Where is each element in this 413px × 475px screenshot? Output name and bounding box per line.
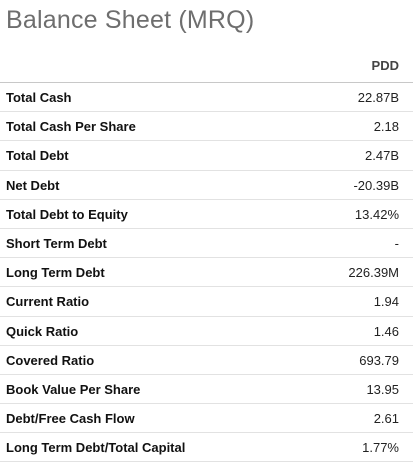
row-label: Net Debt [6, 177, 60, 193]
column-header-pdd: PDD [371, 58, 399, 73]
row-value: 1.46 [373, 323, 399, 339]
table-row: Total Cash 22.87B [0, 83, 413, 113]
row-value: 1.77% [362, 440, 399, 456]
table-row: Short Term Debt - [0, 229, 413, 259]
row-value: 13.95 [366, 381, 399, 397]
balance-sheet-table: PDD Total Cash 22.87B Total Cash Per Sha… [0, 51, 413, 463]
row-label: Total Debt to Equity [6, 206, 128, 222]
table-row: Current Ratio 1.94 [0, 287, 413, 317]
row-label: Quick Ratio [6, 323, 79, 339]
table-row: Quick Ratio 1.46 [0, 317, 413, 346]
row-value: - [394, 235, 399, 251]
table-row: Total Cash Per Share 2.18 [0, 112, 413, 142]
table-row: Total Debt 2.47B [0, 141, 413, 171]
row-value: 2.18 [373, 119, 399, 135]
row-label: Total Cash [6, 90, 72, 105]
row-value: 2.61 [373, 411, 399, 427]
row-label: Covered Ratio [6, 352, 95, 368]
table-row: Covered Ratio 693.79 [0, 346, 413, 375]
row-value: 693.79 [359, 352, 399, 368]
page-title: Balance Sheet (MRQ) [6, 6, 255, 34]
row-label: Total Debt [6, 148, 69, 164]
table-header-row: PDD [0, 51, 413, 83]
row-value: 1.94 [373, 294, 399, 310]
row-label: Long Term Debt/Total Capital [6, 440, 186, 456]
row-label: Book Value Per Share [6, 381, 141, 397]
table-row: Long Term Debt 226.39M [0, 258, 413, 288]
row-label: Long Term Debt [6, 265, 105, 281]
table-row: Net Debt -20.39B [0, 171, 413, 200]
row-label: Current Ratio [6, 294, 90, 310]
table-row: Total Debt to Equity 13.42% [0, 200, 413, 229]
row-label: Debt/Free Cash Flow [6, 411, 135, 427]
row-value: 226.39M [348, 265, 399, 281]
row-value: 13.42% [354, 206, 399, 222]
row-value: 2.47B [365, 148, 399, 164]
row-value: 22.87B [357, 90, 399, 105]
table-row: Long Term Debt/Total Capital 1.77% [0, 433, 413, 463]
row-label: Short Term Debt [6, 235, 107, 251]
table-row: Debt/Free Cash Flow 2.61 [0, 404, 413, 434]
row-value: -20.39B [353, 177, 399, 193]
row-label: Total Cash Per Share [6, 119, 136, 135]
table-row: Book Value Per Share 13.95 [0, 375, 413, 405]
